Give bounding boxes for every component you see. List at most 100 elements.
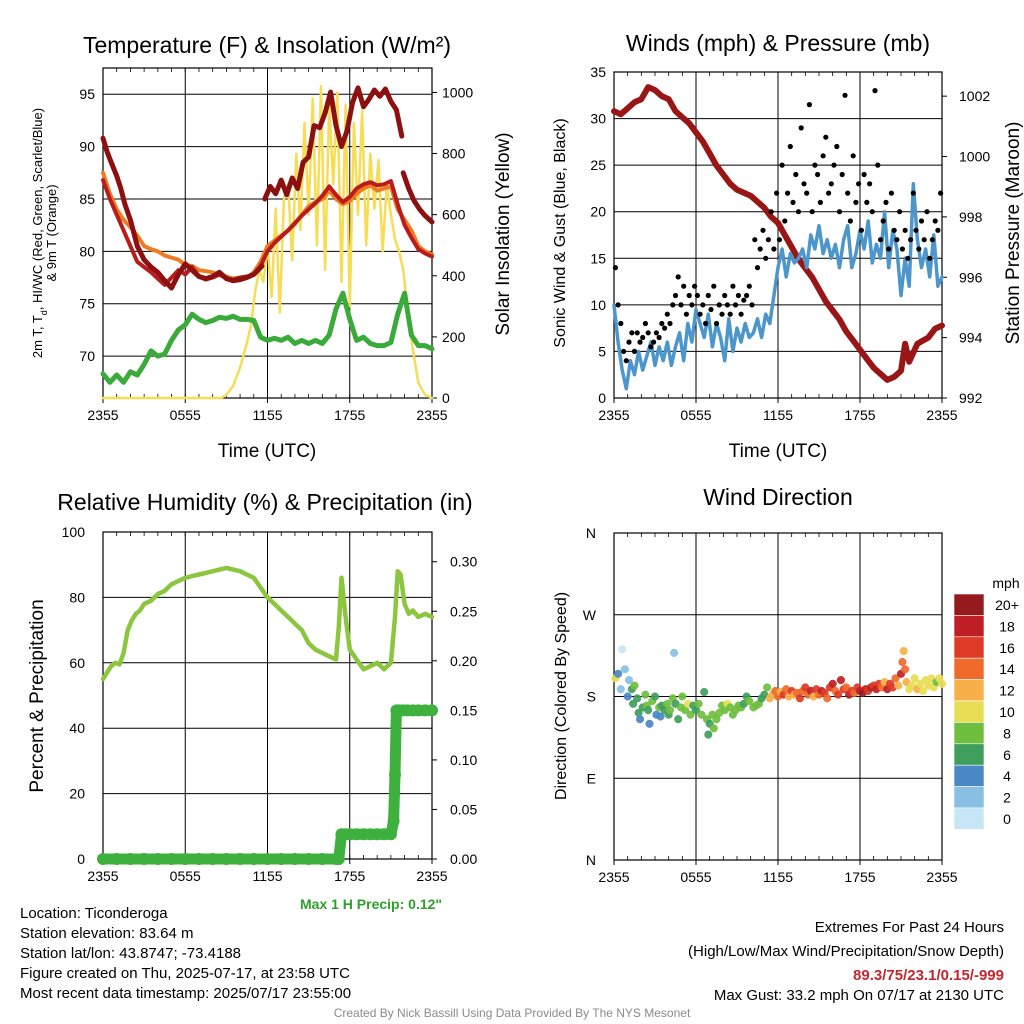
gust-point [894,237,900,243]
y2-tick-label: 992 [959,390,983,406]
y2-tick-label: 0.10 [450,752,477,768]
y2-tick-label: 0.15 [450,702,477,718]
direction-point [891,674,900,683]
x-tick-label: 2355 [598,869,629,885]
x-tick-label: 1155 [252,868,282,884]
colorbar-label: 10 [999,704,1015,720]
direction-point [641,690,650,699]
chart-title: Winds (mph) & Pressure (mb) [626,30,930,56]
precip-point [97,853,109,865]
gust-point [785,190,791,196]
gust-point [683,311,690,317]
x-tick-label: 2355 [926,869,957,885]
gust-point [648,344,654,350]
precip-point [206,853,219,865]
direction-point [635,715,645,724]
colorbar-swatch [953,593,985,616]
direction-point [745,696,754,706]
y-tick-label: 85 [79,191,95,207]
colorbar-label: 16 [999,640,1015,656]
gust-point [615,302,621,308]
y-tick-label: 0 [598,390,606,406]
gust-point [754,265,761,271]
gust-point [749,302,755,308]
gust-point [623,358,629,364]
y-tick-label: 20 [69,786,85,802]
y2-tick-label: 996 [959,269,983,285]
x-tick-label: 1755 [844,407,875,423]
direction-point [665,706,675,715]
gust-point [634,330,640,336]
direction-point [910,674,919,683]
direction-point [633,694,642,703]
gust-point [836,209,843,215]
max-gust-text: Max Gust: 33.2 mph On 07/17 at 2130 UTC [713,987,1004,1004]
y-tick-label: 15 [590,250,606,266]
precip-point [124,853,137,865]
x-tick-label: 0555 [170,407,201,423]
precip-point [179,853,192,865]
y-axis-label-line2: & 9m T (Orange) [44,184,59,281]
direction-point [674,715,683,724]
gust-point [692,283,698,289]
x-tick-label: 2355 [416,407,447,423]
y-tick-label: 70 [79,348,95,364]
gust-point [910,190,916,196]
colorbar-label: 14 [999,661,1015,677]
x-tick-label: 1755 [844,869,875,885]
colorbar-label: 6 [1003,747,1011,763]
gust-point [834,143,840,150]
extremes-title: Extremes For Past 24 Hours [814,919,1004,936]
y2-tick-label: 998 [959,209,983,225]
colorbar-swatch [953,743,985,766]
x-tick-label: 1755 [334,868,365,884]
plot-frame [613,532,943,861]
gust-point [659,320,665,327]
created-text: Figure created on Thu, 2025-07-17, at 23… [20,965,350,982]
temperature-insolation-panel: 2355 0555 1155 1755 2355 70 75 80 85 90 95 0 200 400 6… [30,32,514,462]
y-tick-label: N [586,852,596,868]
gust-point [640,334,646,341]
gust-point [872,88,878,94]
direction-point [697,710,706,719]
plot-frame [613,71,943,399]
precip-point [261,853,274,865]
gust-point [678,302,684,308]
y-tick-label: 75 [79,296,95,312]
gust-point [864,199,870,205]
gust-point [924,209,930,215]
y-tick-label: 90 [79,139,95,155]
gust-point [815,171,821,178]
gust-point [662,325,668,331]
x-tick-label: 2355 [416,868,447,884]
y-tick-label: E [587,770,596,786]
gust-point [812,162,818,168]
x-tick-label: 2355 [87,868,118,884]
gust-point [793,171,799,178]
gust-point [694,292,701,299]
gust-point [776,237,783,243]
x-tick-label: 0555 [680,869,711,885]
gust-point [880,218,886,224]
gust-point [612,265,619,271]
gust-point [845,190,851,196]
y-label-part: , HI/WC (Red, Green, Scarlet/Blue) [30,108,45,310]
gust-point [875,162,881,168]
colorbar-label: 2 [1003,790,1011,806]
gust-point [651,339,657,345]
precip-point [138,853,151,865]
y-tick-label: 60 [69,655,85,671]
gust-point [877,237,884,243]
direction-point [614,669,623,678]
gust-point [686,292,692,299]
credit-text: Created By Nick Bassill Using Data Provi… [333,1006,691,1020]
colorbar-label: 18 [999,618,1015,634]
gust-point [831,162,837,168]
colorbar-swatch [953,657,985,680]
y-tick-label: 25 [590,157,606,173]
y-axis-label: Sonic Wind & Gust (Blue, Black) [552,118,569,347]
plot-frame [102,67,433,399]
precip-point [220,853,233,865]
colorbar-swatch [953,764,985,787]
